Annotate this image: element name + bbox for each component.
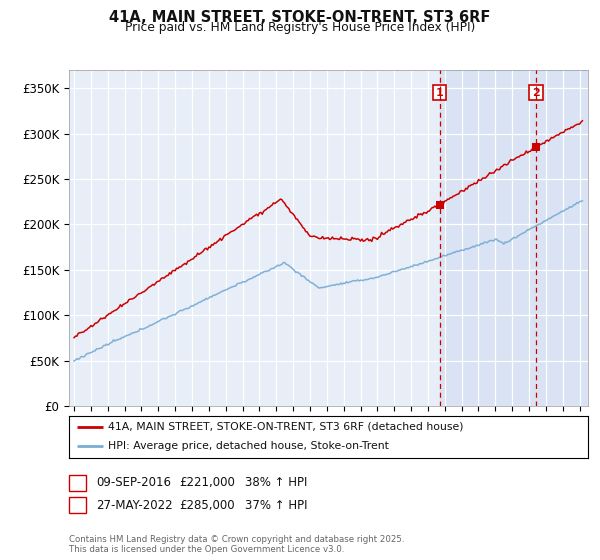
Text: 27-MAY-2022: 27-MAY-2022 (97, 498, 173, 512)
Text: 1: 1 (74, 476, 81, 489)
Text: £285,000: £285,000 (179, 498, 235, 512)
Text: 1: 1 (436, 88, 443, 97)
Text: 2: 2 (74, 498, 81, 512)
Text: 41A, MAIN STREET, STOKE-ON-TRENT, ST3 6RF (detached house): 41A, MAIN STREET, STOKE-ON-TRENT, ST3 6R… (108, 422, 463, 432)
Text: Price paid vs. HM Land Registry's House Price Index (HPI): Price paid vs. HM Land Registry's House … (125, 21, 475, 34)
Text: 09-SEP-2016: 09-SEP-2016 (97, 476, 172, 489)
Text: 37% ↑ HPI: 37% ↑ HPI (245, 498, 307, 512)
Text: 41A, MAIN STREET, STOKE-ON-TRENT, ST3 6RF: 41A, MAIN STREET, STOKE-ON-TRENT, ST3 6R… (109, 10, 491, 25)
Text: 38% ↑ HPI: 38% ↑ HPI (245, 476, 307, 489)
Text: £221,000: £221,000 (179, 476, 235, 489)
Text: 2: 2 (532, 88, 540, 97)
Text: Contains HM Land Registry data © Crown copyright and database right 2025.
This d: Contains HM Land Registry data © Crown c… (69, 535, 404, 554)
Bar (440, 70, 591, 406)
Text: HPI: Average price, detached house, Stoke-on-Trent: HPI: Average price, detached house, Stok… (108, 441, 389, 451)
